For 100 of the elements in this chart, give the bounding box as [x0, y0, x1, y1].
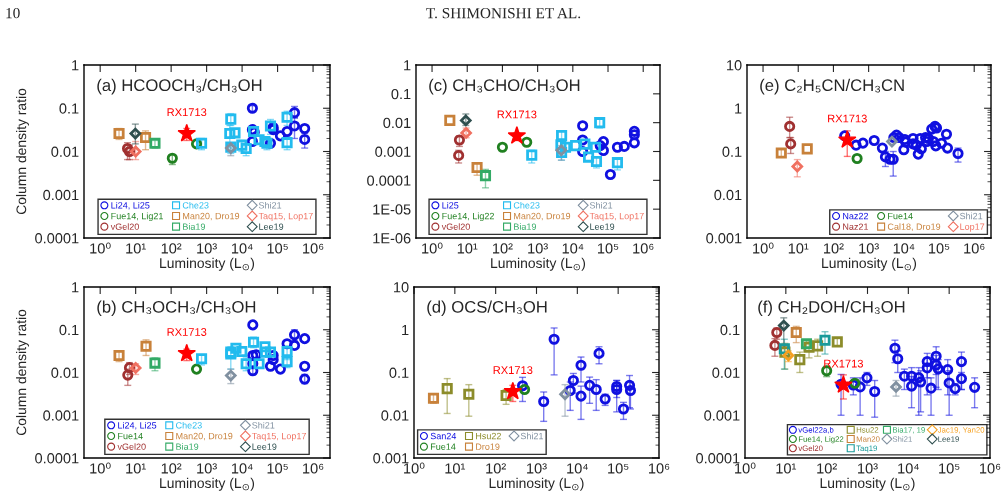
x-tick-label: 10³: [528, 243, 548, 254]
legend-label: Fue14, Lig22: [442, 212, 494, 222]
legend-label: San24: [430, 432, 457, 440]
x-axis-title: Luminosity (L$_{⊙}$): [160, 257, 255, 271]
x-tick-label: 10⁵: [597, 243, 619, 254]
x-tick-label: 10¹: [788, 243, 809, 254]
y-tick-label: 0.0001: [367, 175, 411, 186]
x-tick-label: 10¹: [126, 463, 146, 474]
y-axis-title: Column density ratio: [16, 309, 29, 436]
y-tick-label: 0.01: [381, 410, 409, 421]
y-tick-label: 0.1: [59, 324, 79, 336]
x-axis-title: Luminosity (L$_{⊙}$): [822, 257, 917, 271]
y-tick-label: 0.001: [43, 189, 79, 201]
y-tick-label: 0.1: [389, 367, 409, 378]
legend-label: Taq15, Lop17: [589, 212, 644, 222]
y-tick-label: 0.001: [706, 233, 742, 244]
legend-label: Naz21: [843, 223, 869, 230]
x-tick-label: 10⁶: [964, 243, 985, 254]
x-tick-label: 10⁶: [633, 243, 654, 254]
legend-label: Naz22: [843, 212, 869, 220]
y-tick-label: 0.001: [375, 146, 411, 157]
y-tick-label: 0.001: [373, 453, 409, 464]
text: T. SHIMONISHI ET AL.: [426, 8, 581, 19]
x-tick-label: 10¹: [457, 243, 478, 254]
legend-label: Shi21: [589, 201, 613, 209]
x-tick-label: 10³: [197, 243, 217, 254]
y-tick-label: 1: [72, 282, 79, 293]
x-tick-label: 10⁵: [608, 463, 629, 474]
x-tick-label: 10²: [161, 243, 182, 254]
x-tick-label: 10⁵: [928, 243, 950, 254]
legend-label: vGel20: [110, 223, 139, 230]
legend-label: Shi21: [258, 201, 282, 209]
x-tick-label: 10⁶: [980, 463, 1001, 474]
legend-label: Che23: [182, 201, 209, 209]
legend-label: vGel20: [117, 443, 146, 450]
x-tick-label: 10⁴: [893, 243, 915, 254]
x-tick-label: 10⁰: [90, 462, 111, 474]
legend-label: Fue14: [118, 432, 143, 440]
y-tick-label: 1: [404, 60, 411, 71]
x-tick-label: 10²: [817, 463, 837, 474]
x-axis-title: Luminosity (L$_{⊙}$): [489, 477, 584, 491]
y-tick-label: 1: [72, 60, 79, 71]
legend-label: Cal18, Dro19: [887, 223, 941, 231]
legend-label: Dro19: [476, 443, 500, 450]
legend-label: Hsu22: [476, 432, 501, 440]
legend-label: vGel20: [441, 223, 470, 230]
y-tick-label: 0.01: [51, 367, 79, 378]
legend-label: Bia19: [176, 443, 199, 450]
y-tick-label: 0.1: [59, 103, 79, 114]
y-tick-label: 10: [394, 282, 409, 293]
legend-label: Lee19: [590, 223, 615, 230]
x-tick-label: 10²: [493, 243, 513, 254]
x-tick-label: 10²: [486, 463, 506, 474]
x-tick-label: 10⁵: [267, 463, 288, 474]
x-tick-label: 10³: [859, 243, 879, 254]
legend-label: Taq15, Lop17: [258, 212, 313, 222]
x-tick-label: 10²: [161, 463, 182, 474]
x-tick-label: 10³: [197, 463, 217, 474]
x-tick-label: 10³: [858, 463, 878, 474]
legend-label: Fue14: [888, 212, 913, 220]
x-tick-label: 10³: [527, 463, 547, 474]
series-label: RX1713: [497, 110, 537, 119]
x-tick-label: 10⁴: [567, 463, 588, 474]
y-tick-label: 1: [733, 282, 740, 293]
y-tick-label: 0.1: [391, 88, 411, 100]
x-tick-label: 10⁶: [649, 463, 670, 474]
legend-label: Man20, Dro19: [514, 212, 571, 221]
y-tick-label: 10: [727, 60, 742, 71]
series-label: RX1713: [824, 359, 863, 368]
legend-label: Shi21: [252, 421, 275, 429]
legend-label: Li25: [442, 201, 459, 209]
y-tick-label: 0.001: [704, 410, 740, 421]
legend-label: Li24, Li25: [118, 421, 157, 430]
x-axis-title: Luminosity (L$_{⊙}$): [820, 477, 915, 491]
x-tick-label: 10⁴: [231, 463, 253, 474]
series-label: RX1713: [828, 114, 867, 123]
y-tick-label: 1E-05: [373, 204, 411, 215]
y-tick-label: 0.0001: [35, 453, 79, 464]
text: (f) CH₂DOH/CH₃OH: [758, 300, 905, 317]
legend-label: Lee19: [259, 223, 284, 230]
series-label: RX1713: [493, 366, 533, 374]
legend-label: Taq15, Lop17: [251, 432, 307, 442]
y-tick-label: 0.1: [720, 324, 740, 336]
text: (b) CH₃OCH₃/CH₃OH: [97, 300, 256, 317]
x-tick-label: 10⁴: [231, 243, 253, 254]
legend-label: Bia19: [514, 223, 537, 230]
y-tick-label: 0.01: [383, 117, 411, 129]
y-tick-label: 0.0001: [696, 453, 740, 464]
x-tick-label: 10⁵: [267, 243, 288, 254]
y-tick-label: 0.0001: [35, 233, 79, 244]
x-tick-label: 10¹: [776, 463, 797, 474]
x-tick-label: 10⁴: [562, 243, 584, 254]
x-tick-label: 10⁴: [898, 463, 919, 474]
text: 10: [6, 7, 20, 19]
x-tick-label: 10¹: [445, 463, 466, 474]
text: (e) C₂H₅CN/CH₃CN: [760, 78, 904, 95]
legend-label: Man20, Dro19: [183, 212, 240, 221]
x-tick-label: 10⁰: [404, 462, 425, 474]
legend-label: Bia19: [183, 223, 206, 230]
legend-label: Man20, Dro19: [176, 432, 233, 441]
